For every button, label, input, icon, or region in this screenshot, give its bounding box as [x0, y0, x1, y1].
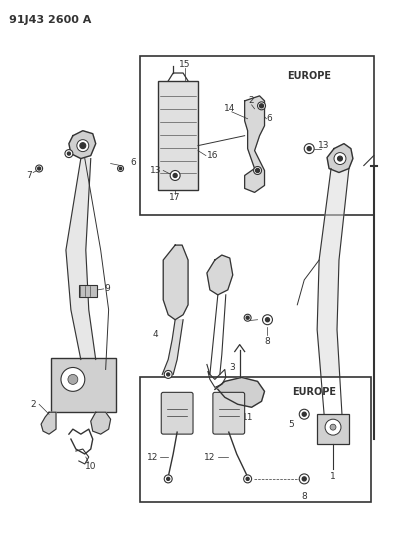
Text: 2: 2 — [30, 400, 36, 409]
Circle shape — [325, 419, 341, 435]
Text: 12: 12 — [147, 453, 158, 462]
Circle shape — [246, 316, 249, 319]
Circle shape — [36, 165, 42, 172]
Polygon shape — [163, 245, 188, 320]
Circle shape — [65, 150, 73, 158]
Circle shape — [61, 367, 85, 391]
Text: 9: 9 — [105, 285, 110, 293]
Text: 12: 12 — [204, 453, 216, 462]
Circle shape — [167, 373, 170, 376]
Circle shape — [330, 424, 336, 430]
Circle shape — [164, 370, 172, 378]
Text: 8: 8 — [264, 337, 270, 346]
Text: 16: 16 — [207, 151, 219, 160]
Circle shape — [338, 156, 342, 161]
Text: 15: 15 — [179, 60, 191, 69]
FancyBboxPatch shape — [213, 392, 245, 434]
Text: 3: 3 — [229, 363, 235, 372]
Circle shape — [299, 409, 309, 419]
Circle shape — [118, 166, 123, 172]
Circle shape — [164, 475, 172, 483]
Circle shape — [257, 102, 266, 110]
Bar — [140, 377, 371, 502]
Circle shape — [38, 167, 40, 170]
Text: 5: 5 — [288, 419, 294, 429]
Polygon shape — [69, 131, 96, 158]
Circle shape — [259, 104, 264, 108]
Circle shape — [266, 318, 270, 322]
Bar — [158, 81, 198, 190]
Polygon shape — [245, 96, 264, 192]
Text: 8: 8 — [301, 492, 307, 502]
Polygon shape — [66, 158, 96, 360]
Text: 11: 11 — [242, 413, 253, 422]
Text: EUROPE: EUROPE — [292, 387, 336, 397]
Polygon shape — [327, 144, 353, 173]
Text: 4: 4 — [152, 330, 158, 339]
Circle shape — [119, 167, 122, 169]
Circle shape — [253, 166, 261, 174]
Circle shape — [255, 168, 259, 173]
Text: 2: 2 — [249, 96, 254, 106]
Text: 13: 13 — [318, 141, 330, 150]
Circle shape — [302, 477, 306, 481]
Text: 7: 7 — [26, 171, 32, 180]
Polygon shape — [162, 320, 183, 375]
Polygon shape — [317, 168, 349, 414]
Bar — [79, 285, 97, 297]
Circle shape — [246, 478, 249, 480]
Circle shape — [173, 173, 177, 177]
Circle shape — [334, 152, 346, 165]
Polygon shape — [41, 412, 56, 434]
Circle shape — [263, 315, 272, 325]
Bar — [51, 358, 116, 412]
Polygon shape — [215, 377, 264, 407]
Text: 6: 6 — [130, 158, 136, 167]
Polygon shape — [91, 412, 110, 434]
Text: 6: 6 — [266, 114, 272, 123]
Circle shape — [304, 144, 314, 154]
FancyBboxPatch shape — [161, 392, 193, 434]
Circle shape — [302, 412, 306, 416]
Bar — [317, 414, 349, 444]
Circle shape — [77, 140, 89, 151]
Circle shape — [68, 152, 70, 155]
Circle shape — [170, 171, 180, 181]
Circle shape — [244, 475, 252, 483]
Circle shape — [299, 474, 309, 484]
Text: 91J43 2600 A: 91J43 2600 A — [9, 15, 92, 25]
Polygon shape — [207, 255, 233, 295]
Text: 1: 1 — [330, 472, 336, 481]
Text: 10: 10 — [85, 463, 97, 472]
Text: 17: 17 — [169, 193, 181, 202]
Circle shape — [80, 143, 86, 149]
Circle shape — [244, 314, 251, 321]
Text: EUROPE: EUROPE — [287, 71, 331, 81]
Circle shape — [307, 147, 311, 151]
Text: 14: 14 — [224, 104, 235, 114]
Bar — [140, 56, 374, 215]
Circle shape — [167, 478, 170, 480]
Circle shape — [68, 375, 78, 384]
Text: 13: 13 — [150, 166, 161, 175]
